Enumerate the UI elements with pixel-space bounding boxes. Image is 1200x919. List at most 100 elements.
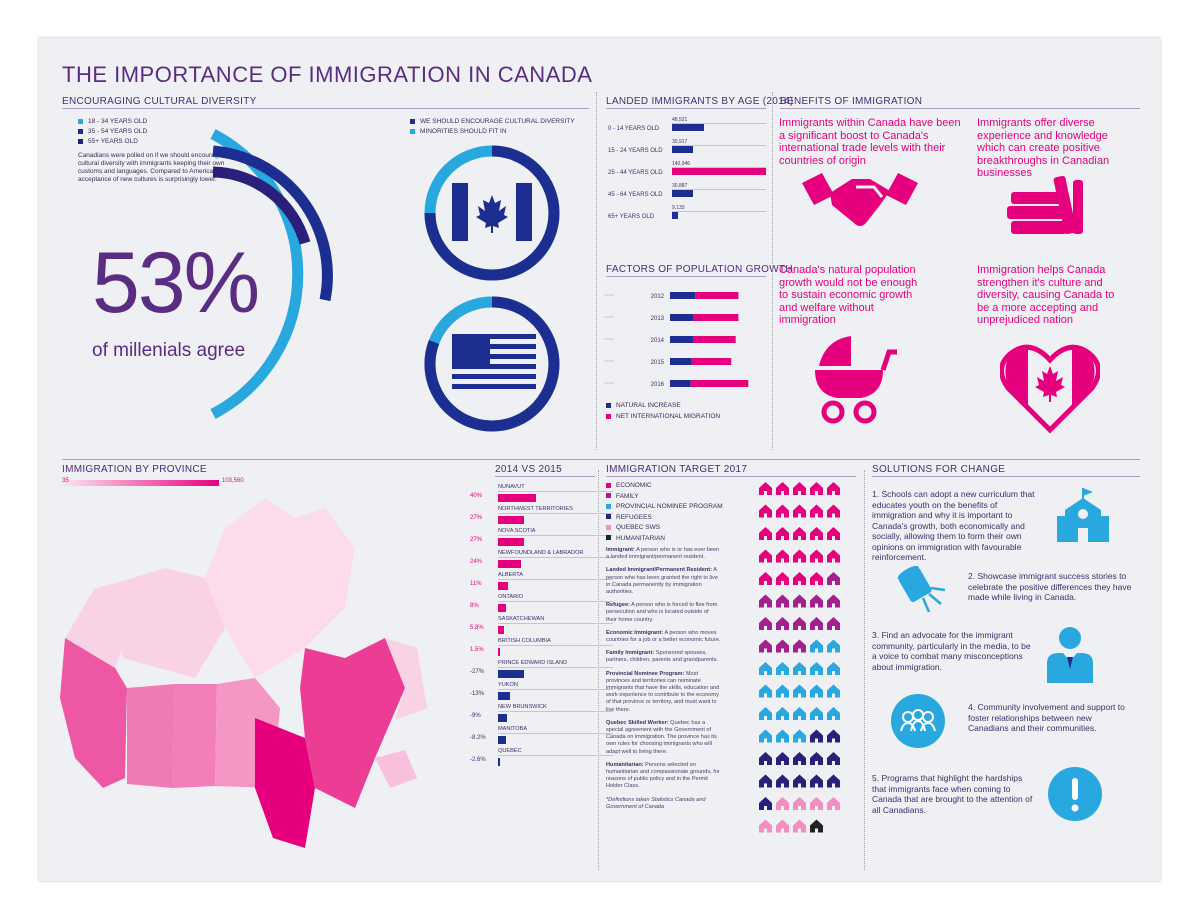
legend-item: PROVINCIAL NOMINEE PROGRAM: [606, 503, 723, 511]
migration-bar: [693, 336, 736, 343]
axis-line: [498, 711, 613, 712]
legend-item: 18 - 34 YEARS OLD: [78, 118, 147, 126]
saskatchewan-region: [173, 684, 217, 788]
house-icon: [793, 527, 806, 540]
house-icon: [810, 797, 823, 810]
donut-value: [424, 296, 560, 432]
definition-term: Quebec Skilled Worker:: [606, 719, 669, 726]
growth-chart: 2012 2013 2014 2015 2016: [604, 292, 749, 388]
diversity-text: Canadians were polled on if we should en…: [78, 152, 237, 183]
house-icon: [759, 572, 772, 585]
age-bar: [672, 146, 693, 153]
house-icon: [793, 662, 806, 675]
age-value-label: 30,917: [672, 139, 688, 145]
year-label: 2015: [651, 360, 665, 366]
house-icon: [776, 707, 789, 720]
page-title: THE IMPORTANCE OF IMMIGRATION IN CANADA: [62, 62, 593, 87]
house-icon: [827, 594, 840, 608]
axis-line: [672, 167, 766, 168]
natural-increase-bar: [670, 292, 696, 299]
legend-item: ECONOMIC: [606, 482, 723, 490]
province-name: SASKATCHEWAN: [498, 616, 545, 622]
definition-text: A person who is forced to flee from pers…: [606, 602, 718, 623]
province-pct: -8.2%: [470, 735, 486, 741]
province-scale: [62, 480, 219, 486]
legend-label: REFUGEES: [616, 513, 652, 521]
axis-line: [498, 513, 613, 514]
house-icon: [793, 797, 806, 810]
books-icon: [1007, 175, 1083, 235]
newfoundland-labrador-region: [385, 638, 427, 720]
province-name: QUEBEC: [498, 748, 522, 754]
legend-item: QUEBEC SWS: [606, 524, 723, 532]
definition: Humanitarian: Persons selected on humani…: [606, 762, 721, 791]
age-row: 25 - 44 YEARS OLD 140,946: [606, 161, 766, 184]
house-icon: [793, 572, 806, 585]
migration-bar: [695, 292, 739, 299]
legend-swatch: [78, 128, 83, 134]
year-label: 2014: [651, 338, 665, 344]
province-row: NEWFOUNDLAND & LABRADOR 24%: [470, 550, 613, 572]
age-bar: [672, 168, 766, 175]
ontario-region: [255, 718, 315, 848]
axis-line: [498, 755, 613, 756]
house-icon: [776, 482, 789, 495]
legend-item: HUMANITARIAN: [606, 535, 723, 543]
big-percentage: 53%: [92, 235, 260, 331]
house-icon: [810, 774, 823, 788]
age-row: 65+ YEARS OLD 9,133: [606, 205, 766, 228]
house-icon: [793, 684, 806, 698]
province-bar: [498, 736, 506, 744]
axis-line: [498, 491, 613, 492]
province-row: YUKON -13%: [470, 682, 613, 704]
arc-55-plus: [212, 166, 311, 245]
house-icon: [793, 707, 806, 720]
spotlight-icon: [897, 565, 946, 613]
province-pct: 24%: [470, 559, 483, 565]
axis-line: [498, 579, 613, 580]
axis-line: [498, 645, 613, 646]
house-icon: [810, 707, 823, 720]
house-icon: [810, 572, 823, 585]
house-icon: [810, 594, 823, 608]
house-icon: [776, 527, 789, 540]
age-heading: LANDED IMMIGRANTS BY AGE (2014): [606, 96, 794, 107]
age-value-label: 30,887: [672, 183, 688, 189]
house-icon: [793, 729, 806, 743]
house-icon: [776, 639, 789, 653]
house-icon: [759, 684, 772, 698]
legend-item: 35 - 54 YEARS OLD: [78, 128, 147, 136]
house-icon: [759, 482, 772, 495]
migration-bar: [693, 314, 739, 321]
house-icon: [776, 729, 789, 743]
divider: [62, 459, 1140, 460]
house-icon: [759, 797, 772, 810]
usa-donut: [424, 296, 560, 432]
province-pct: 5.8%: [470, 625, 484, 631]
nunavut-region: [205, 498, 355, 678]
province-pct: -13%: [470, 691, 485, 697]
usa-flag-icon: [452, 334, 536, 389]
natural-increase-bar: [670, 336, 694, 343]
house-icon: [827, 617, 840, 630]
legend-item: FAMILY: [606, 493, 723, 501]
house-icon: [759, 729, 772, 743]
legend-swatch: [606, 514, 611, 520]
legend-item: MINORITIES SHOULD FIT IN: [410, 128, 575, 136]
benefit-text: Immigrants within Canada have been a sig…: [779, 117, 961, 167]
immigration-target-grid: [759, 482, 840, 833]
axis-line: [498, 733, 613, 734]
legend-label: QUEBEC SWS: [616, 524, 661, 531]
house-icon: [793, 549, 806, 563]
legend-item: 55+ YEARS OLD: [78, 138, 147, 146]
solution-text: 1. Schools can adopt a new curriculum th…: [872, 489, 1035, 562]
diversity-heading: ENCOURAGING CULTURAL DIVERSITY: [62, 96, 257, 107]
province-row: NUNAVUT 40%: [470, 484, 613, 506]
yukon-region: [65, 584, 123, 668]
age-row: 15 - 24 YEARS OLD 30,917: [606, 139, 766, 162]
province-bar: [498, 516, 524, 524]
legend-item: WE SHOULD ENCOURAGE CULTURAL DIVERSITY: [410, 118, 575, 126]
legend-item: REFUGEES: [606, 514, 723, 522]
year-label: 2012: [651, 294, 665, 300]
axis-line: [498, 623, 613, 624]
